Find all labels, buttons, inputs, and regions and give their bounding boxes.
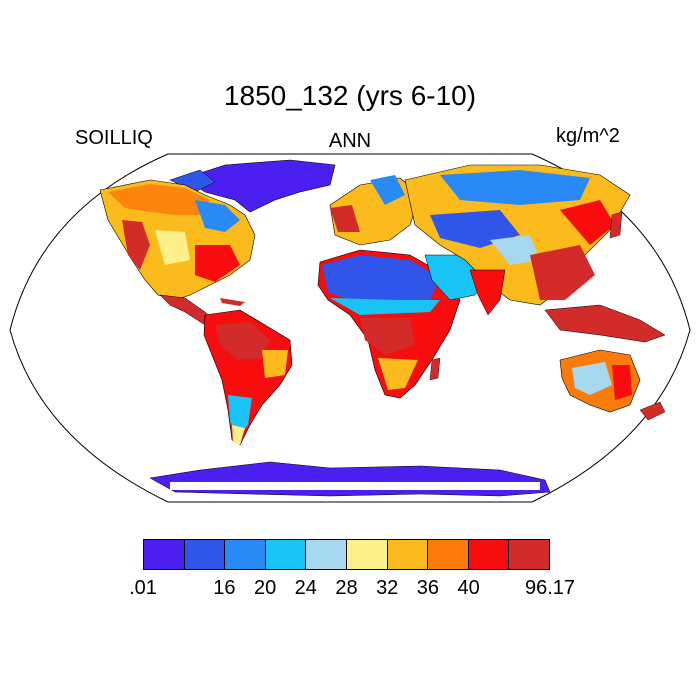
variable-label: SOILLIQ [75, 127, 153, 149]
siberia [440, 170, 590, 205]
australia-east [612, 365, 632, 400]
colorbar-cell [306, 540, 347, 569]
units-label: kg/m^2 [556, 125, 620, 147]
antarctica-interior [170, 482, 540, 490]
congo [360, 318, 415, 355]
new-zealand [639, 401, 666, 421]
colorbar-cell [225, 540, 266, 569]
colorbar-tick-label: 16 [213, 577, 236, 599]
na-plains [155, 230, 190, 265]
sahel [330, 298, 440, 315]
caribbean [220, 298, 245, 306]
india [469, 269, 506, 316]
scandinavia [370, 175, 405, 205]
colorbar-cell [265, 540, 307, 569]
colorbar-tick-label: 28 [335, 577, 358, 599]
map-title: 1850_132 (yrs 6-10) [223, 80, 477, 111]
colorbar-tick-label: 36 [416, 577, 440, 599]
colorbar-tick-label: .01 [129, 577, 157, 599]
central-asia [430, 210, 520, 248]
southern-africa [378, 358, 418, 390]
colorbar-tick-label: 20 [253, 577, 277, 599]
colorbar-tick-label: 96.17 [524, 577, 576, 599]
indonesia [544, 304, 666, 343]
east-asia [560, 200, 615, 245]
se-asia [530, 245, 595, 300]
na-north [108, 184, 210, 215]
sa-east [262, 350, 288, 378]
madagascar [429, 357, 441, 381]
colorbar-tick-label: 32 [376, 577, 399, 599]
na-hudson-blue [195, 200, 240, 232]
colorbar-cell [387, 540, 429, 569]
colorbar-cell [428, 540, 469, 569]
colorbar [143, 539, 550, 570]
sa-amazon [215, 322, 270, 360]
japan [609, 211, 623, 239]
colorbar-tick-label: 24 [294, 577, 317, 599]
colorbar-cell [184, 540, 226, 569]
colorbar-cell [144, 540, 185, 569]
sa-patagonia [232, 425, 245, 445]
colorbar-cell [468, 540, 510, 569]
europe-west [330, 205, 360, 232]
sahara [322, 255, 440, 305]
greenland [184, 159, 336, 213]
australia-interior [572, 362, 612, 395]
season-label: ANN [328, 130, 372, 152]
na-west [122, 220, 150, 270]
tibet [490, 235, 540, 265]
colorbar-tick-label: 40 [457, 577, 480, 599]
colorbar-cell [346, 540, 388, 569]
colorbar-cell [509, 540, 549, 569]
na-east [195, 245, 240, 282]
